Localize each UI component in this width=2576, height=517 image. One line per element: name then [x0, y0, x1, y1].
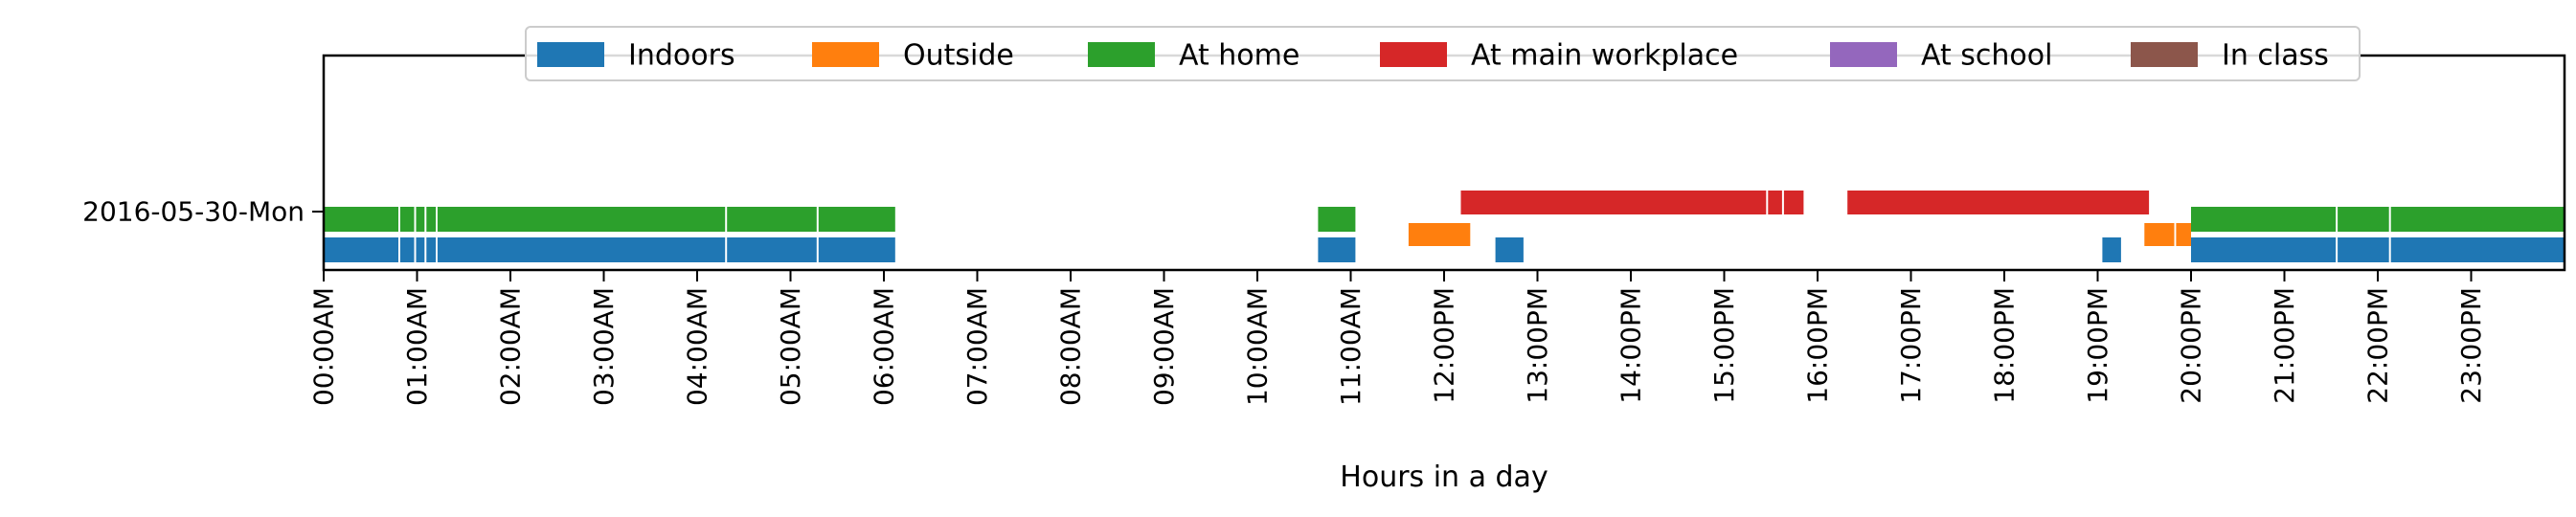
legend-swatch-at-school [1830, 42, 1897, 67]
x-tick-label: 09:00AM [1148, 287, 1180, 406]
at-home-bar [2191, 207, 2337, 232]
x-tick-label: 18:00PM [1989, 287, 2021, 404]
at-main-workplace-bar [1783, 191, 1804, 214]
x-axis: 00:00AM 01:00AM 02:00AM 03:00AM 04:00AM 05:00… [308, 270, 2487, 406]
at-home-bar [399, 207, 415, 232]
outside-bar [2144, 223, 2175, 246]
x-tick-label: 16:00PM [1802, 287, 1834, 404]
at-home-bar [2338, 207, 2389, 232]
x-tick-label: 10:00AM [1242, 287, 1274, 406]
at-home-bar [818, 207, 895, 232]
at-home-bar [437, 207, 726, 232]
chart-marks [324, 191, 2565, 262]
at-home-bar [426, 207, 437, 232]
legend-swatch-at-home [1088, 42, 1155, 67]
x-tick-label: 06:00AM [869, 287, 900, 406]
x-tick-label: 19:00PM [2082, 287, 2113, 404]
indoors-bar [818, 237, 895, 262]
indoors-bar [2390, 237, 2565, 262]
at-home-bar [1318, 207, 1356, 232]
indoors-bar [2102, 237, 2121, 262]
at-home-bar [324, 207, 398, 232]
at-main-workplace-bar [1460, 191, 1767, 214]
indoors-bar [1318, 237, 1356, 262]
outside-bar [2176, 223, 2191, 246]
indoors-bar [1495, 237, 1524, 262]
x-tick-label: 02:00AM [495, 287, 527, 406]
x-tick-label: 22:00PM [2362, 287, 2394, 404]
x-tick-label: 14:00PM [1616, 287, 1647, 404]
x-tick-label: 03:00AM [588, 287, 620, 406]
y-axis: 2016-05-30-Mon [82, 196, 324, 228]
x-tick-label: 07:00AM [961, 287, 993, 406]
legend-label-at-school: At school [1921, 39, 2052, 73]
legend-swatch-in-class [2131, 42, 2198, 67]
x-tick-label: 04:00AM [682, 287, 713, 406]
at-home-bar [416, 207, 425, 232]
indoors-bar [2191, 237, 2337, 262]
indoors-bar [727, 237, 817, 262]
legend-label-outside: Outside [903, 39, 1014, 73]
legend-label-indoors: Indoors [628, 39, 735, 73]
at-main-workplace-bar [1847, 191, 2150, 214]
legend-label-at-home: At home [1179, 39, 1299, 73]
at-main-workplace-bar [1768, 191, 1782, 214]
x-tick-label: 17:00PM [1895, 287, 1927, 404]
legend-label-in-class: In class [2222, 39, 2329, 73]
x-tick-label: 08:00AM [1055, 287, 1087, 406]
x-tick-label: 15:00PM [1708, 287, 1740, 404]
at-home-bar [2390, 207, 2565, 232]
legend-swatch-at-main-workplace [1380, 42, 1447, 67]
indoors-bar [2338, 237, 2389, 262]
x-tick-label: 01:00AM [401, 287, 433, 406]
x-tick-label: 00:00AM [308, 287, 340, 406]
x-tick-label: 21:00PM [2269, 287, 2300, 404]
outside-bar [1408, 223, 1471, 246]
indoors-bar [416, 237, 425, 262]
legend-swatch-indoors [537, 42, 604, 67]
indoors-bar [437, 237, 726, 262]
legend-swatch-outside [812, 42, 879, 67]
x-tick-label: 23:00PM [2455, 287, 2487, 404]
x-tick-label: 13:00PM [1522, 287, 1553, 404]
x-tick-label: 12:00PM [1429, 287, 1460, 404]
x-tick-label: 11:00AM [1335, 287, 1367, 406]
legend-label-at-main-workplace: At main workplace [1471, 39, 1738, 73]
x-tick-label: 20:00PM [2176, 287, 2207, 404]
x-tick-label: 05:00AM [775, 287, 806, 406]
indoors-bar [426, 237, 437, 262]
at-home-bar [727, 207, 817, 232]
legend: Indoors Outside At home At main workplace At… [525, 26, 2361, 81]
x-axis-label: Hours in a day [1340, 461, 1548, 494]
y-tick-label: 2016-05-30-Mon [82, 196, 305, 228]
indoors-bar [324, 237, 398, 262]
indoors-bar [399, 237, 415, 262]
